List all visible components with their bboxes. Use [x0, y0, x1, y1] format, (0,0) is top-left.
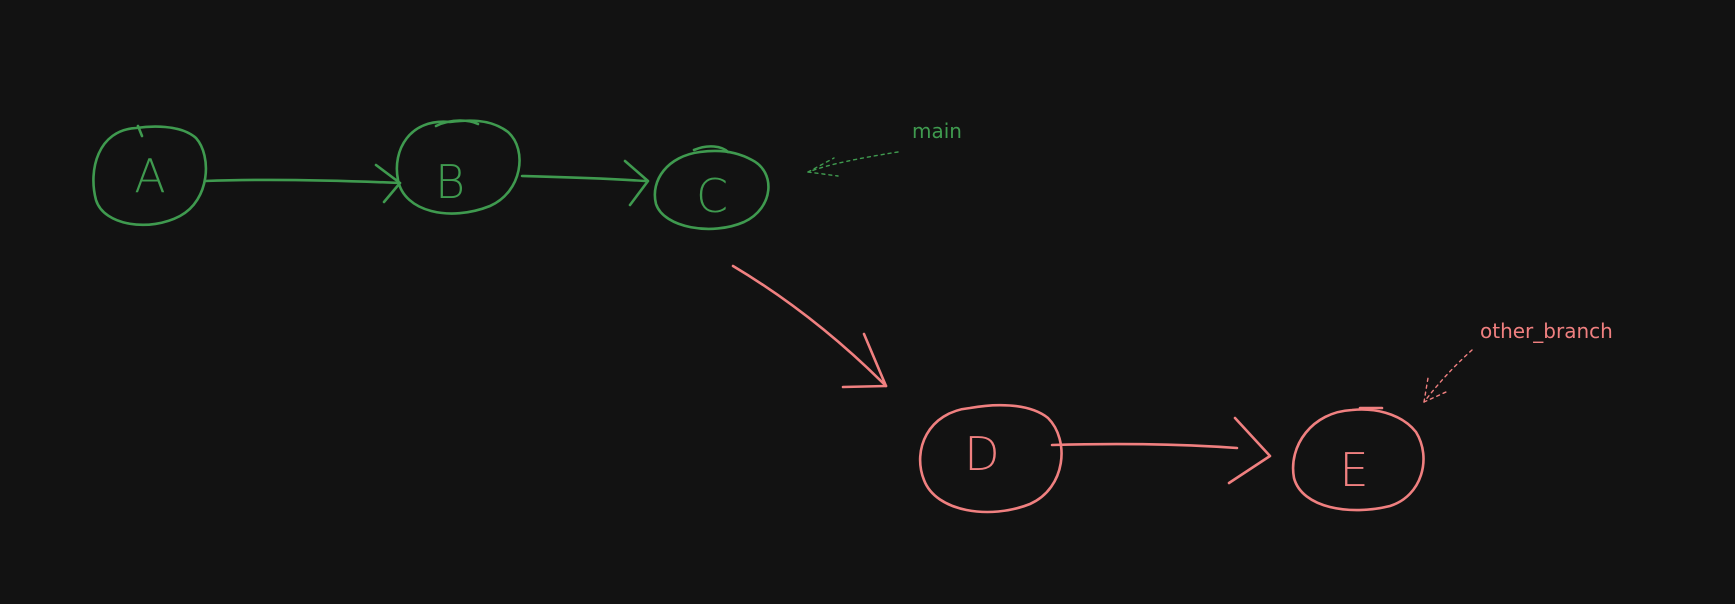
commit-node-c[interactable]: C — [653, 145, 770, 231]
commit-label-a: A — [134, 149, 165, 203]
commit-label-e: E — [1339, 443, 1368, 497]
commit-node-b[interactable]: B — [395, 119, 521, 215]
commit-label-b: B — [435, 155, 465, 209]
branch-label-other-branch: other_branch — [1480, 319, 1613, 343]
edge-a-to-b — [203, 163, 402, 204]
commit-node-a[interactable]: A — [92, 124, 208, 227]
commit-node-d[interactable]: D — [918, 403, 1063, 514]
commit-label-c: C — [696, 169, 728, 223]
edge-b-to-c — [520, 159, 650, 207]
branch-label-main: main — [912, 119, 962, 143]
commit-node-e[interactable]: E — [1291, 406, 1425, 512]
branch-ref-main[interactable]: main — [807, 119, 962, 177]
commit-label-d: D — [964, 427, 999, 481]
edge-c-to-d — [731, 264, 888, 389]
edge-d-to-e — [1050, 416, 1272, 485]
branch-ref-other-branch[interactable]: other_branch — [1423, 319, 1613, 403]
